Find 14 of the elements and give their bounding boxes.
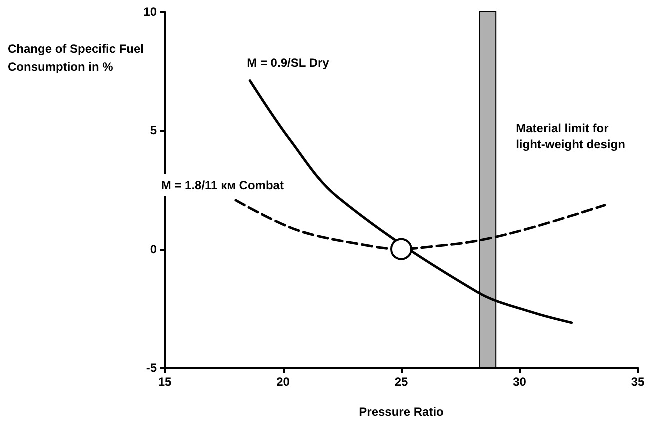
y-tick-label: -5 <box>146 361 158 375</box>
x-axis-title: Pressure Ratio <box>359 405 444 419</box>
x-tick-label: 35 <box>631 375 645 389</box>
x-tick-label: 15 <box>158 375 172 389</box>
x-tick-label: 30 <box>513 375 527 389</box>
y-axis-title: Change of Specific Fuel Consumption in % <box>8 42 148 74</box>
x-tick-label: 20 <box>276 375 290 389</box>
y-tick-label: 0 <box>150 242 158 256</box>
y-tick-label: 10 <box>144 5 158 19</box>
series-label: M = 1.8/11 км Combat <box>161 178 284 192</box>
series-label: M = 0.9/SL Dry <box>247 56 330 70</box>
x-tick-label: 25 <box>394 375 408 389</box>
band-label: Material limit for light-weight design <box>516 122 626 152</box>
y-tick-label: 5 <box>150 124 158 138</box>
